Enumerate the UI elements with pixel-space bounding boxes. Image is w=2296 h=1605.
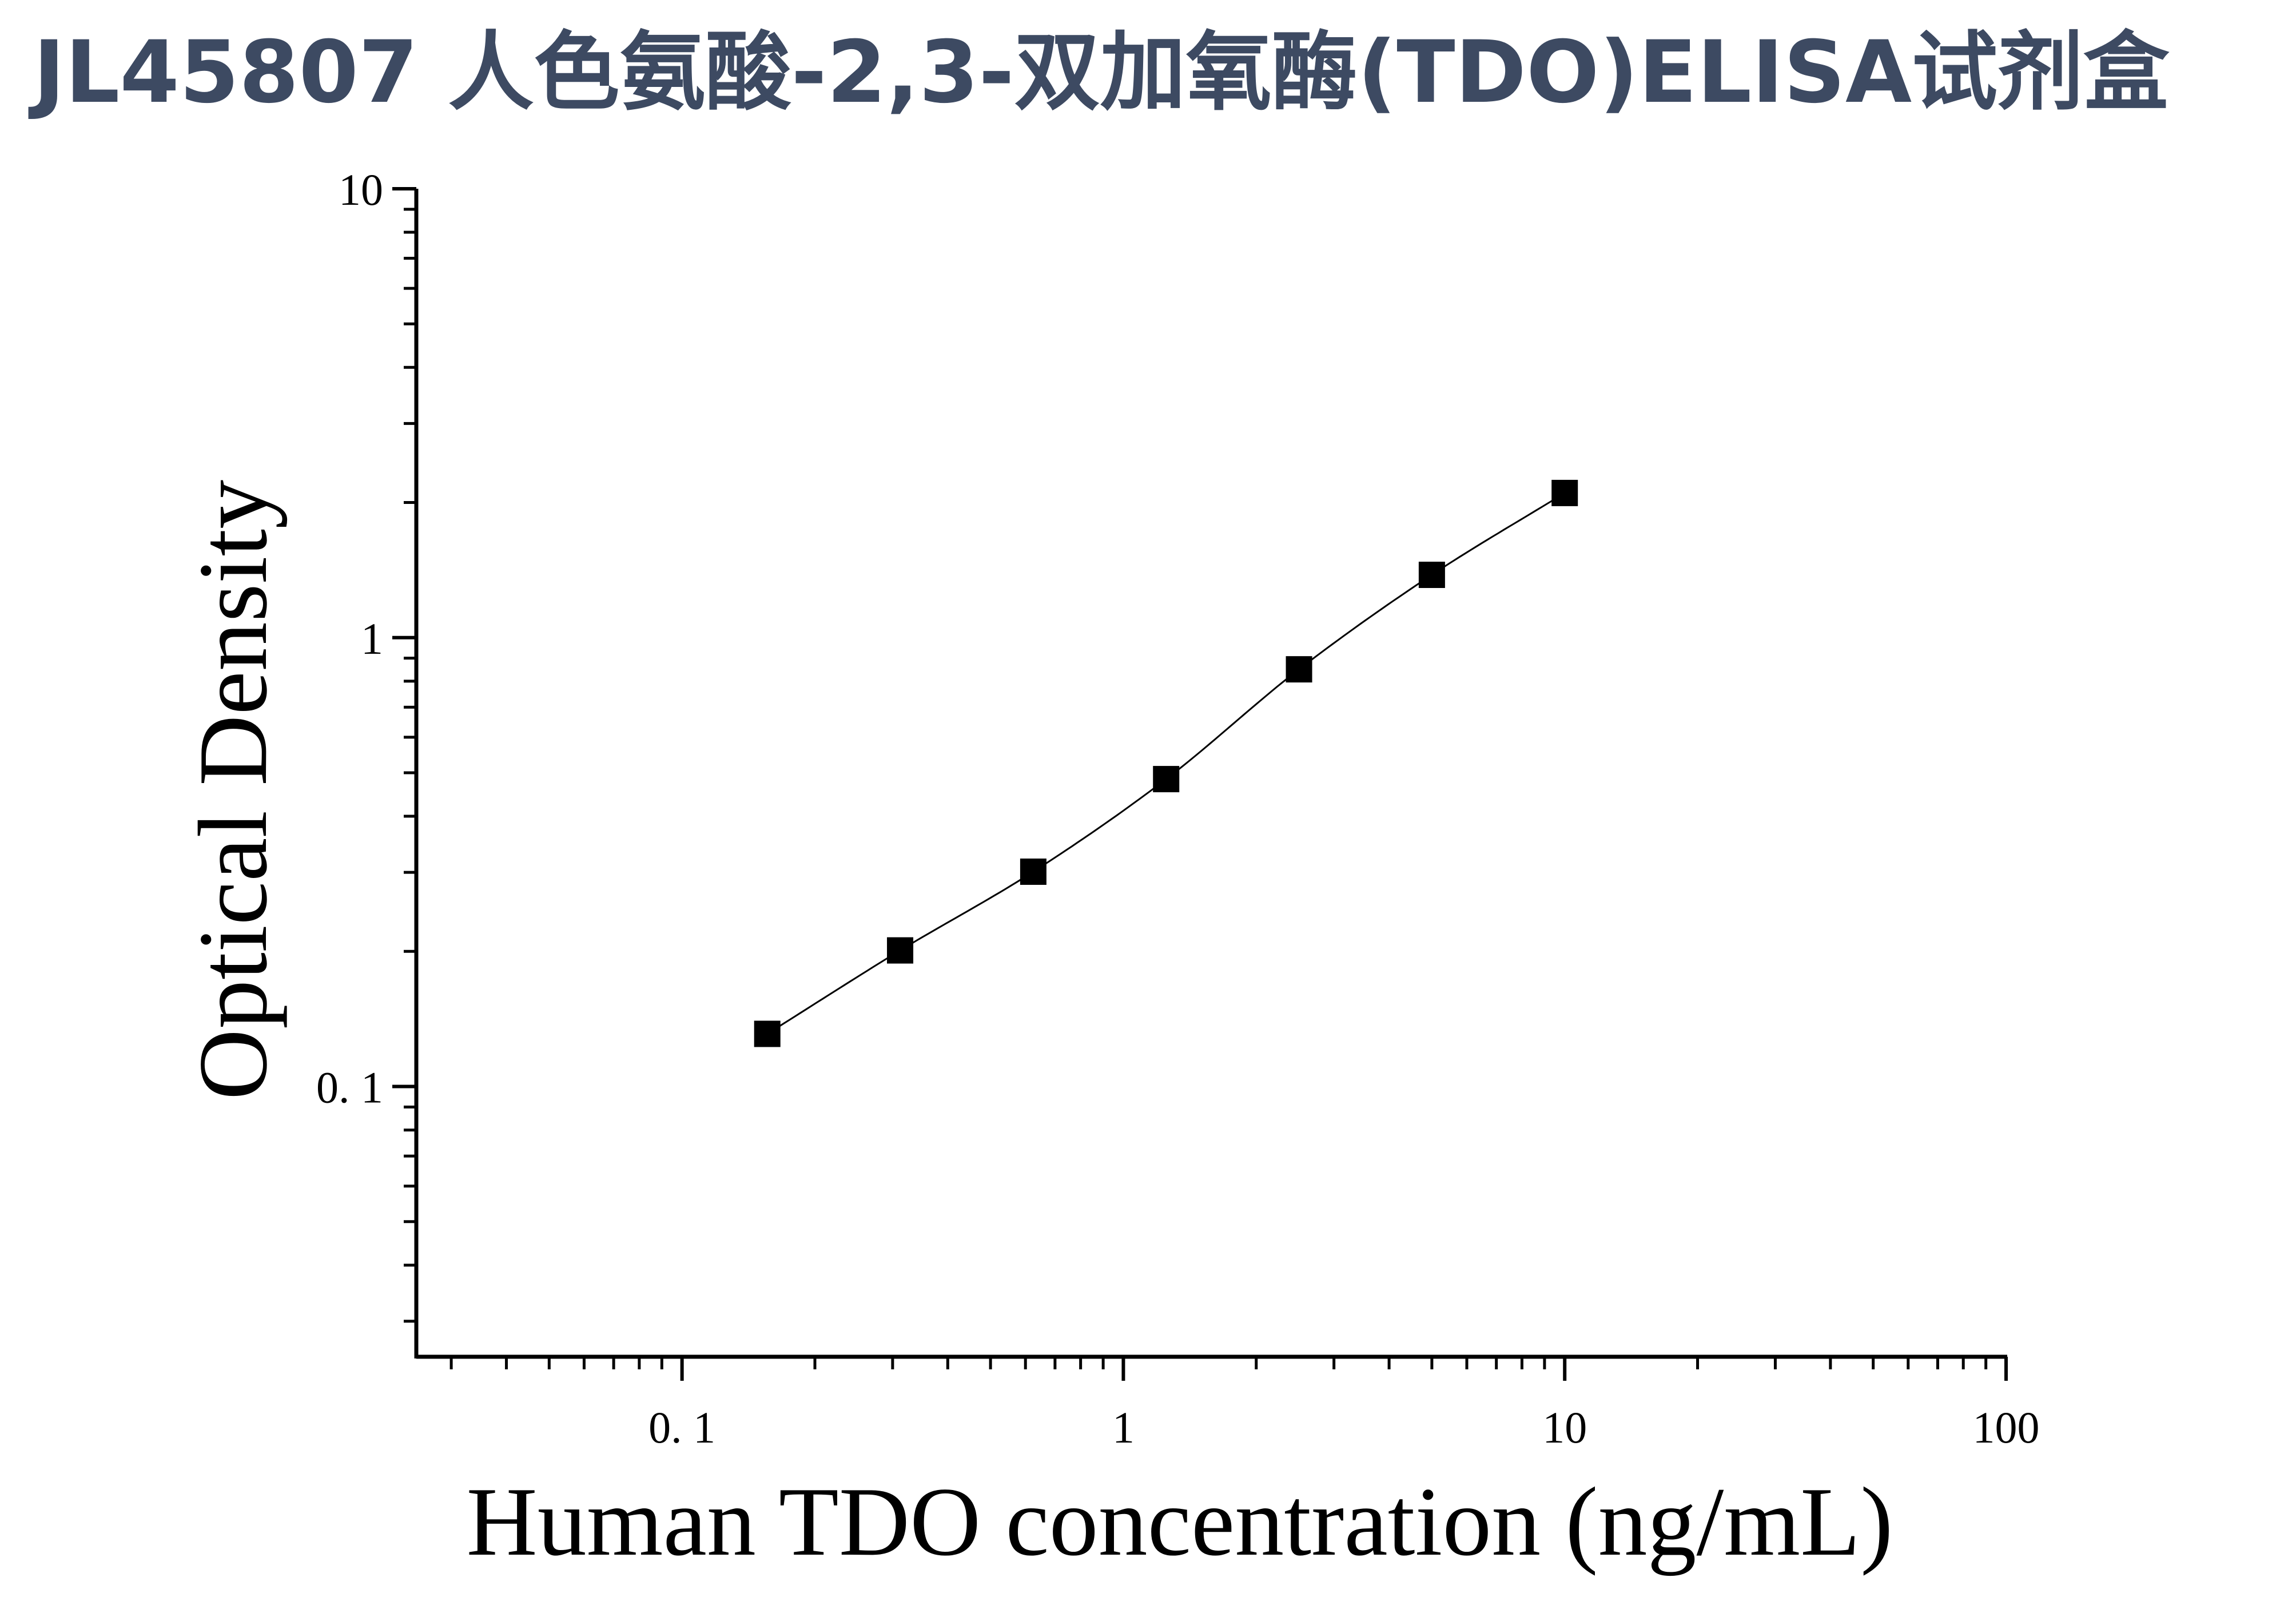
x-tick-label: 1: [1112, 1403, 1135, 1452]
x-tick-label: 10: [1542, 1403, 1587, 1452]
data-point: [1551, 479, 1578, 506]
x-tick-label: 0. 1: [648, 1403, 715, 1452]
fit-curve: [766, 492, 1565, 1035]
data-point: [754, 1020, 781, 1047]
data-point: [1153, 766, 1180, 793]
y-tick-label: 10: [339, 165, 383, 214]
data-point: [1020, 858, 1046, 885]
x-tick-label: 100: [1973, 1403, 2040, 1452]
axes: [414, 189, 2007, 1359]
y-axis-title: Optical Density: [179, 480, 288, 1100]
y-tick-label: 0. 1: [316, 1063, 383, 1113]
data-points: [754, 479, 1578, 1047]
y-tick-label: 1: [361, 614, 383, 664]
data-point: [887, 937, 914, 964]
ticks: 0. 1 1 10 100 0. 1 1 10: [316, 165, 2040, 1452]
data-point: [1418, 561, 1445, 588]
page-title: JL45807 人色氨酸-2,3-双加氧酶(TDO)ELISA试剂盒: [33, 23, 2170, 122]
data-point: [1286, 656, 1312, 683]
x-axis-title: Human TDO concentration (ng/mL): [467, 1468, 1893, 1576]
